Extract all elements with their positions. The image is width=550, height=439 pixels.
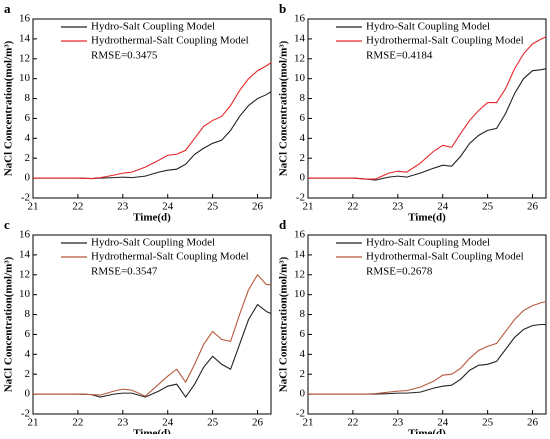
y-tick-label: 8	[25, 92, 31, 104]
y-tick-label: 4	[25, 348, 31, 360]
x-tick-label: 23	[117, 201, 129, 213]
y-tick-label: 12	[294, 52, 305, 64]
x-axis-label: Time(d)	[133, 212, 171, 224]
y-tick-label: 6	[300, 112, 306, 124]
x-tick-label: 22	[72, 201, 83, 213]
y-tick-label: 10	[294, 288, 306, 300]
x-tick-label: 24	[162, 201, 174, 213]
x-tick-label: 25	[207, 417, 219, 429]
y-tick-label: 8	[300, 92, 306, 104]
y-tick-label: 10	[19, 72, 31, 84]
y-tick-label: 12	[19, 52, 30, 64]
y-tick-label: 16	[294, 229, 306, 241]
series-line	[33, 273, 271, 397]
y-tick-label: 8	[300, 308, 306, 320]
y-tick-label: 0	[300, 172, 306, 184]
x-axis-label: Time(d)	[408, 212, 446, 224]
y-tick-label: -2	[296, 192, 305, 204]
y-tick-label: 14	[294, 248, 306, 260]
y-axis-label: NaCl Concentration(mol/m³)	[278, 256, 290, 392]
series-line	[308, 301, 547, 395]
y-tick-label: 16	[294, 13, 306, 25]
y-axis-label: NaCl Concentration(mol/m³)	[3, 40, 15, 176]
x-tick-label: 24	[162, 417, 174, 429]
x-tick-label: 26	[252, 417, 264, 429]
legend-label: Hydrothermal-Salt Coupling Model	[91, 35, 249, 47]
x-tick-label: 21	[28, 201, 39, 213]
y-tick-label: 2	[300, 152, 306, 164]
y-tick-label: 4	[25, 132, 31, 144]
x-tick-label: 22	[72, 417, 83, 429]
y-tick-label: 14	[19, 248, 31, 260]
panel-label: c	[4, 217, 10, 232]
x-tick-label: 23	[392, 417, 404, 429]
x-tick-label: 25	[482, 201, 494, 213]
y-tick-label: 16	[19, 229, 31, 241]
annotation: RMSE=0.2678	[366, 266, 433, 278]
plot-frame	[307, 18, 547, 199]
y-tick-label: 0	[300, 388, 306, 400]
y-tick-label: 4	[300, 132, 306, 144]
y-tick-label: 6	[25, 328, 31, 340]
x-tick-label: 26	[527, 201, 539, 213]
panel-label: b	[279, 1, 286, 16]
y-tick-label: 10	[19, 288, 31, 300]
annotation: RMSE=0.4184	[366, 50, 433, 62]
x-tick-label: 23	[392, 201, 404, 213]
y-tick-label: 12	[294, 268, 305, 280]
x-tick-label: 21	[303, 201, 314, 213]
x-tick-label: 21	[303, 417, 314, 429]
y-tick-label: 14	[294, 32, 306, 44]
y-tick-label: 2	[300, 368, 306, 380]
legend-label: Hydro-Salt Coupling Model	[366, 237, 490, 249]
panel-label: d	[279, 217, 287, 232]
y-tick-label: 8	[25, 308, 31, 320]
series-line	[308, 68, 547, 181]
y-tick-label: -2	[296, 408, 305, 420]
legend-label: Hydro-Salt Coupling Model	[366, 21, 490, 33]
y-tick-label: -2	[21, 408, 30, 420]
plot-frame	[32, 234, 272, 415]
x-tick-label: 25	[482, 417, 494, 429]
x-axis-label: Time(d)	[133, 428, 171, 434]
y-tick-label: 16	[19, 13, 31, 25]
y-tick-label: 12	[19, 268, 30, 280]
y-axis-label: NaCl Concentration(mol/m³)	[278, 40, 290, 176]
y-tick-label: -2	[21, 192, 30, 204]
series-line	[308, 36, 547, 180]
panel-label: a	[4, 1, 11, 16]
x-tick-label: 25	[207, 201, 219, 213]
legend-label: Hydrothermal-Salt Coupling Model	[91, 251, 249, 263]
y-tick-label: 0	[25, 388, 31, 400]
legend-label: Hydrothermal-Salt Coupling Model	[366, 35, 524, 47]
annotation: RMSE=0.3547	[91, 266, 158, 278]
x-tick-label: 22	[347, 201, 358, 213]
x-tick-label: 23	[117, 417, 129, 429]
x-axis-label: Time(d)	[408, 428, 446, 434]
legend-label: Hydro-Salt Coupling Model	[91, 237, 215, 249]
series-line	[33, 303, 272, 399]
legend-label: Hydro-Salt Coupling Model	[91, 21, 215, 33]
x-tick-label: 26	[252, 201, 264, 213]
y-tick-label: 0	[25, 172, 31, 184]
x-tick-label: 24	[437, 201, 449, 213]
y-tick-label: 6	[300, 328, 306, 340]
y-tick-label: 6	[25, 112, 31, 124]
x-tick-label: 21	[28, 417, 39, 429]
series-line	[33, 91, 272, 180]
series-line	[33, 62, 272, 180]
x-tick-label: 24	[437, 417, 449, 429]
y-tick-label: 2	[25, 152, 31, 164]
y-tick-label: 14	[19, 32, 31, 44]
y-axis-label: NaCl Concentration(mol/m³)	[3, 256, 15, 392]
y-tick-label: 4	[300, 348, 306, 360]
plot-frame	[32, 18, 272, 199]
y-tick-label: 2	[25, 368, 31, 380]
legend-label: Hydrothermal-Salt Coupling Model	[366, 251, 524, 263]
x-tick-label: 26	[527, 417, 539, 429]
x-tick-label: 22	[347, 417, 358, 429]
annotation: RMSE=0.3475	[91, 50, 158, 62]
y-tick-label: 10	[294, 72, 306, 84]
